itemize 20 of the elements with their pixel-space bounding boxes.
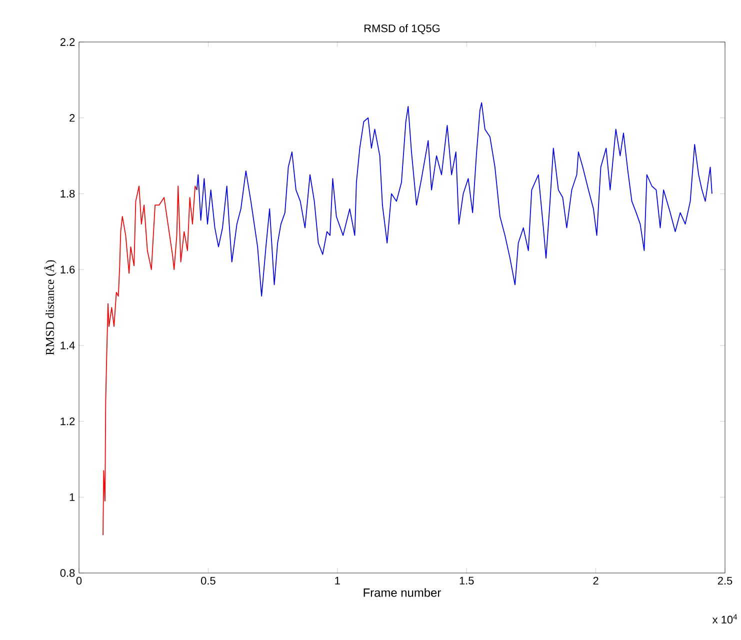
x-tick-label: 1 <box>335 576 340 584</box>
x-tick-label: 2 <box>593 576 598 585</box>
y-tick-label: 1.6 <box>60 266 75 274</box>
text: x 10$^{4}$ <box>712 614 738 624</box>
y-tick-label: 2.2 <box>60 38 75 46</box>
y-tick-label: 1.4 <box>60 342 75 350</box>
y-tick-label: 1.8 <box>60 190 75 198</box>
line-series <box>102 186 198 536</box>
y-tick-label: 1 <box>70 493 75 501</box>
y-tick-label: 1.2 <box>60 417 75 426</box>
x-tick-label: 0 <box>76 576 82 585</box>
y-tick-label: 0.8 <box>60 569 75 577</box>
x-tick-label: 0.5 <box>201 576 216 585</box>
line-series <box>196 102 712 297</box>
x-axis-title: Frame number <box>364 588 441 597</box>
chart-title: RMSD of 1Q5G <box>364 24 440 34</box>
x-tick-label: 2.5 <box>718 576 732 585</box>
y-axis-title: RMSD distance (Å) <box>44 260 56 355</box>
y-tick-label: 2 <box>70 114 75 122</box>
x-tick-label: 1.5 <box>460 576 474 584</box>
